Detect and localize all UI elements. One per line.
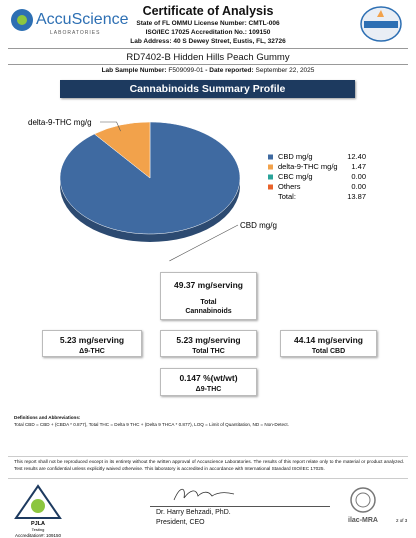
pjla-sub: Testing — [32, 527, 45, 532]
logo-icon-center — [17, 15, 27, 25]
definitions-title: Definitions and Abbreviations: — [14, 415, 81, 420]
divider — [8, 478, 408, 479]
summary-value: 5.23 mg/serving — [59, 335, 125, 345]
license: State of FL OMMU License Number: CMTL-00… — [136, 20, 280, 27]
accreditation: ISO/IEC 17025 Accreditation No.: 109150 — [145, 29, 271, 36]
pjla: PJLA — [31, 521, 45, 527]
summary-box: 44.14 mg/serving Total CBD — [280, 330, 377, 357]
summary-box: 49.37 mg/serving Total Cannabinoids — [160, 272, 257, 320]
summary-value: 44.14 mg/serving — [294, 335, 363, 345]
signer: Dr. Harry Behzadi, PhD. — [156, 509, 231, 516]
legend-value: 1.47 — [351, 162, 366, 171]
address: Lab Address: 40 S Dewey Street, Eustis, … — [130, 38, 286, 45]
summary-value: 5.23 mg/serving — [176, 335, 241, 345]
slice-label: delta-9-THC mg/g — [28, 118, 92, 127]
sample-line: Lab Sample Number: F509099-01 - Date rep… — [0, 67, 416, 74]
section-title: Cannabinoids Summary Profile — [60, 80, 355, 98]
legend-value: 0.00 — [351, 172, 366, 181]
summary-label: Δ9-THC — [195, 386, 222, 393]
legend-label: delta-9-THC mg/g — [278, 162, 338, 171]
summary-value: 0.147 %(wt/wt) — [179, 373, 238, 383]
date-label: - Date reported: — [205, 67, 254, 74]
signature-line — [150, 506, 330, 507]
divider — [8, 456, 408, 457]
legend-swatch — [268, 154, 273, 160]
product-name: RD7402-B Hidden Hills Peach Gummy — [126, 52, 290, 63]
signer-title: President, CEO — [156, 519, 205, 526]
legend-value: 0.00 — [351, 182, 366, 191]
sample-label: Lab Sample Number: — [101, 67, 167, 74]
legend-swatch — [268, 184, 273, 190]
ilac: ilac-MRA — [348, 517, 378, 524]
summary-label: Total CBD — [311, 348, 346, 355]
pjla-accreditation: Accreditation#: 109150 — [15, 533, 62, 538]
legend-label: CBD mg/g — [278, 152, 313, 161]
legend-total: 13.87 — [347, 192, 366, 201]
summary-label: Total Cannabinoids — [185, 299, 232, 315]
slice-label: CBD mg/g — [240, 221, 277, 230]
legend-swatch — [268, 164, 273, 170]
pjla-logo: PJLA Testing Accreditation#: 109150 — [14, 484, 62, 538]
logo: AccuScience LABORATORIES — [11, 9, 128, 36]
divider — [8, 64, 408, 65]
definitions-text: Total CBD = CBD + (CBDA * 0.877), Total … — [14, 422, 289, 427]
summary-label: Δ9-THC — [79, 348, 105, 355]
divider — [8, 48, 408, 49]
sample-number: F509099-01 — [168, 67, 204, 74]
signature — [173, 488, 235, 501]
summary-label: Total THC — [192, 348, 225, 355]
summary-box: 0.147 %(wt/wt) Δ9-THC — [160, 368, 257, 396]
disclaimer: This report shall not be reproduced exce… — [14, 459, 404, 471]
pie-slice — [93, 121, 151, 179]
legend-swatch — [268, 174, 273, 180]
legend-value: 12.40 — [347, 152, 366, 161]
legend-total-label: Total: — [278, 192, 296, 201]
legend-label: CBC mg/g — [278, 172, 313, 181]
title: Certificate of Analysis — [142, 4, 274, 18]
badge — [360, 6, 402, 42]
legend-label: Others — [278, 182, 301, 191]
summary-value: 49.37 mg/serving — [174, 280, 243, 290]
summary-box: 5.23 mg/serving Δ9-THC — [42, 330, 142, 357]
date: September 22, 2025 — [255, 67, 315, 74]
logo-sub: LABORATORIES — [50, 30, 100, 36]
leader-line — [100, 121, 121, 132]
page-number: 2 of 3 — [396, 518, 408, 523]
logo-name: AccuScience — [36, 11, 128, 28]
summary-box: 5.23 mg/serving Total THC — [160, 330, 257, 357]
leader-line — [169, 224, 239, 262]
ilac-logo: ilac-MRA — [348, 487, 378, 524]
